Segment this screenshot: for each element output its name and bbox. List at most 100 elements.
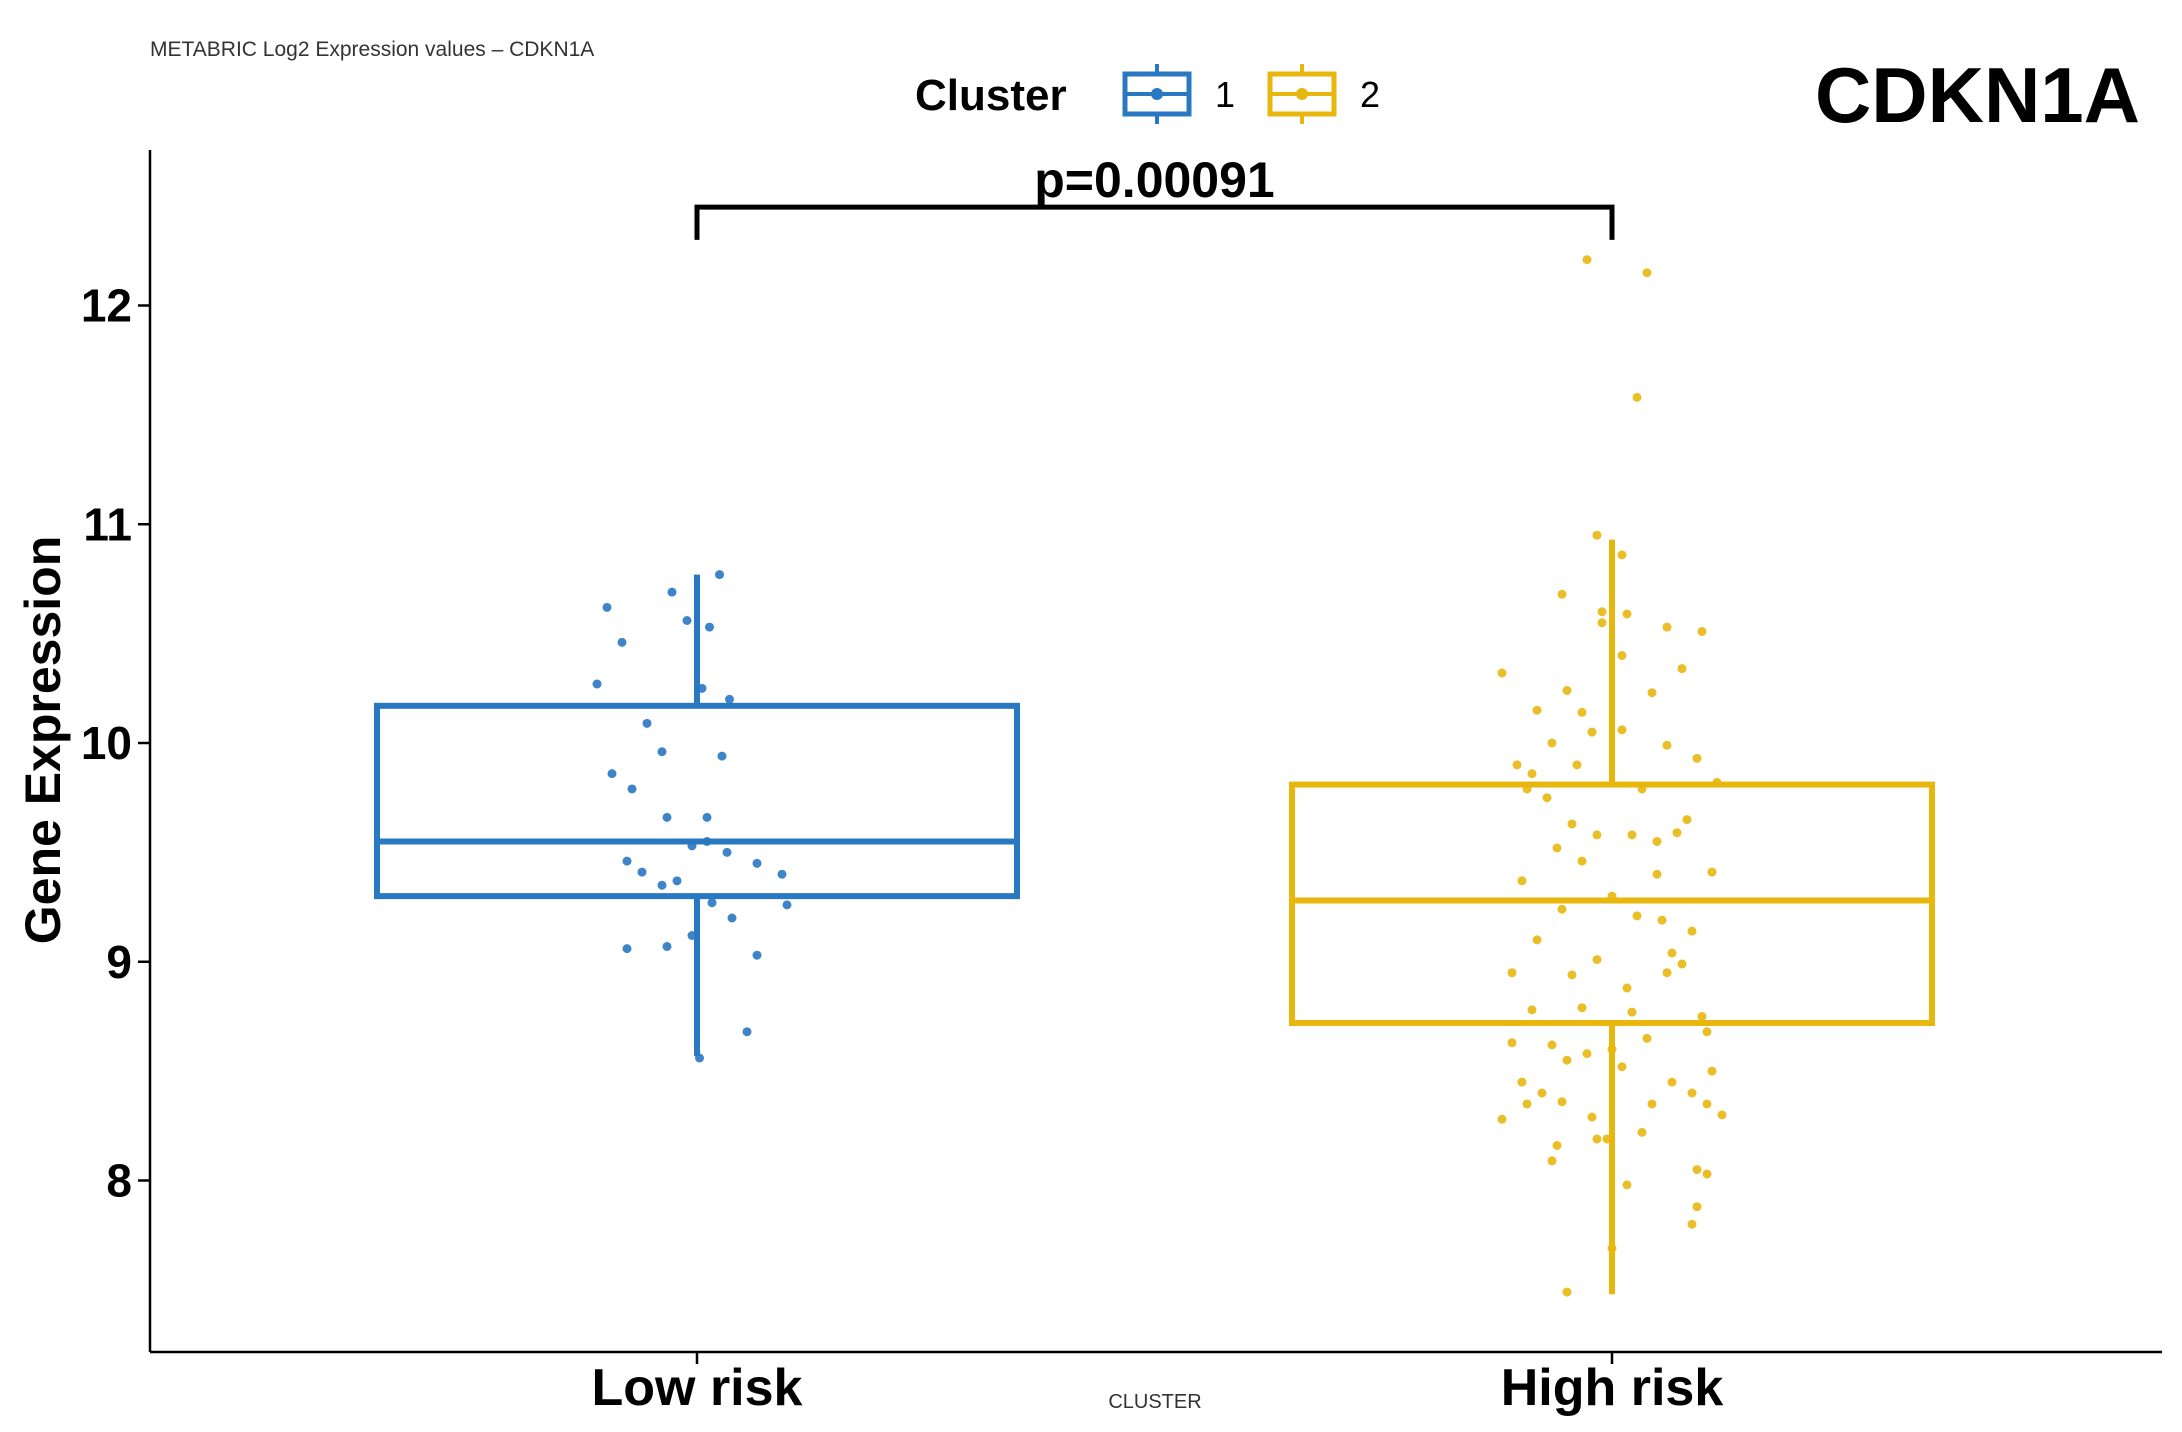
data-point: [1577, 707, 1587, 717]
data-point: [1577, 1003, 1587, 1013]
data-point: [1677, 959, 1687, 969]
data-point: [622, 856, 632, 866]
data-point: [1592, 530, 1602, 540]
data-point: [1652, 869, 1662, 879]
data-point: [1617, 725, 1627, 735]
data-point: [715, 570, 724, 580]
data-point: [1642, 1033, 1652, 1043]
data-point: [1497, 1114, 1507, 1124]
data-point: [672, 876, 682, 886]
data-point: [1707, 1066, 1717, 1076]
data-point: [752, 858, 762, 868]
data-point: [707, 898, 717, 908]
data-point: [1627, 1007, 1637, 1017]
x-tick-label: High risk: [1501, 1359, 1724, 1417]
data-point: [697, 683, 707, 693]
data-point: [1662, 622, 1672, 632]
data-point: [657, 880, 667, 890]
data-point: [1637, 784, 1647, 794]
data-point: [705, 622, 714, 632]
data-point: [1517, 876, 1527, 886]
data-point: [1702, 1027, 1712, 1037]
data-point: [1592, 1134, 1602, 1144]
data-point: [1692, 1165, 1702, 1175]
data-point: [1622, 983, 1632, 993]
data-point: [1532, 935, 1542, 945]
data-point: [1622, 609, 1632, 619]
data-point: [1607, 891, 1617, 901]
data-point: [1632, 392, 1642, 402]
data-point: [617, 637, 627, 647]
data-point: [1512, 760, 1522, 770]
data-point: [1547, 1156, 1557, 1166]
data-point: [622, 944, 632, 954]
data-point: [1572, 760, 1582, 770]
y-tick-label: 12: [81, 280, 132, 332]
chart-title: CDKN1A: [1815, 51, 2140, 139]
data-point: [667, 587, 677, 597]
data-point: [742, 1027, 752, 1037]
data-point: [642, 718, 652, 728]
data-point: [657, 747, 667, 757]
data-point: [1597, 618, 1607, 628]
y-tick-label: 8: [106, 1155, 132, 1207]
data-point: [1697, 626, 1707, 636]
bracket-line: [694, 204, 1615, 240]
data-point: [1577, 856, 1587, 866]
data-point: [1552, 843, 1562, 853]
data-point: [702, 836, 712, 846]
data-point: [1647, 688, 1657, 698]
data-point: [1657, 915, 1667, 925]
data-point: [1547, 1040, 1557, 1050]
legend: Cluster 1 2: [915, 64, 1380, 124]
data-point: [1617, 651, 1627, 660]
data-point: [1702, 1099, 1712, 1109]
data-point: [725, 694, 734, 704]
data-point: [1497, 668, 1507, 678]
data-point: [1607, 1243, 1617, 1253]
data-point: [662, 812, 672, 822]
data-point: [607, 769, 617, 779]
axes: 8 9 10 11 12 Low risk High risk Gene Expressi…: [15, 150, 2162, 1417]
data-point: [1522, 1099, 1532, 1109]
y-axis-title: Gene Expression: [15, 536, 71, 945]
data-point: [695, 1053, 704, 1063]
legend-key-dot: [1151, 88, 1163, 100]
data-point: [1642, 268, 1652, 278]
data-point: [1697, 1011, 1707, 1021]
data-point: [1622, 1180, 1632, 1190]
data-point: [1537, 1088, 1547, 1098]
data-point: [782, 900, 792, 910]
data-point: [1562, 686, 1572, 695]
data-point: [1542, 793, 1552, 803]
y-tick-label: 11: [83, 498, 132, 550]
legend-key-1: 1: [1122, 64, 1235, 124]
data-point: [1687, 1219, 1697, 1229]
legend-key-2: 2: [1267, 64, 1380, 124]
data-point: [1662, 968, 1672, 978]
data-point: [1567, 970, 1577, 980]
data-point: [1562, 1287, 1572, 1297]
data-point: [1587, 727, 1597, 737]
data-point: [1677, 664, 1687, 674]
data-point: [1717, 1110, 1727, 1120]
data-point: [1517, 1077, 1527, 1087]
data-point: [1637, 1127, 1647, 1137]
data-point: [1647, 1099, 1657, 1109]
legend-label: 2: [1360, 74, 1380, 115]
data-point: [1567, 819, 1577, 829]
data-point: [1607, 1044, 1617, 1054]
data-point: [1582, 1049, 1592, 1059]
data-point: [662, 941, 672, 951]
data-point: [1702, 1169, 1712, 1179]
data-point: [1527, 1005, 1537, 1015]
data-point: [1692, 753, 1702, 763]
data-point: [1672, 828, 1682, 838]
data-point: [1632, 911, 1642, 921]
p-value-label: p=0.00091: [1034, 152, 1274, 208]
data-point: [1562, 1055, 1572, 1065]
data-point: [687, 931, 697, 940]
data-point: [1652, 836, 1662, 846]
data-point: [687, 841, 697, 851]
